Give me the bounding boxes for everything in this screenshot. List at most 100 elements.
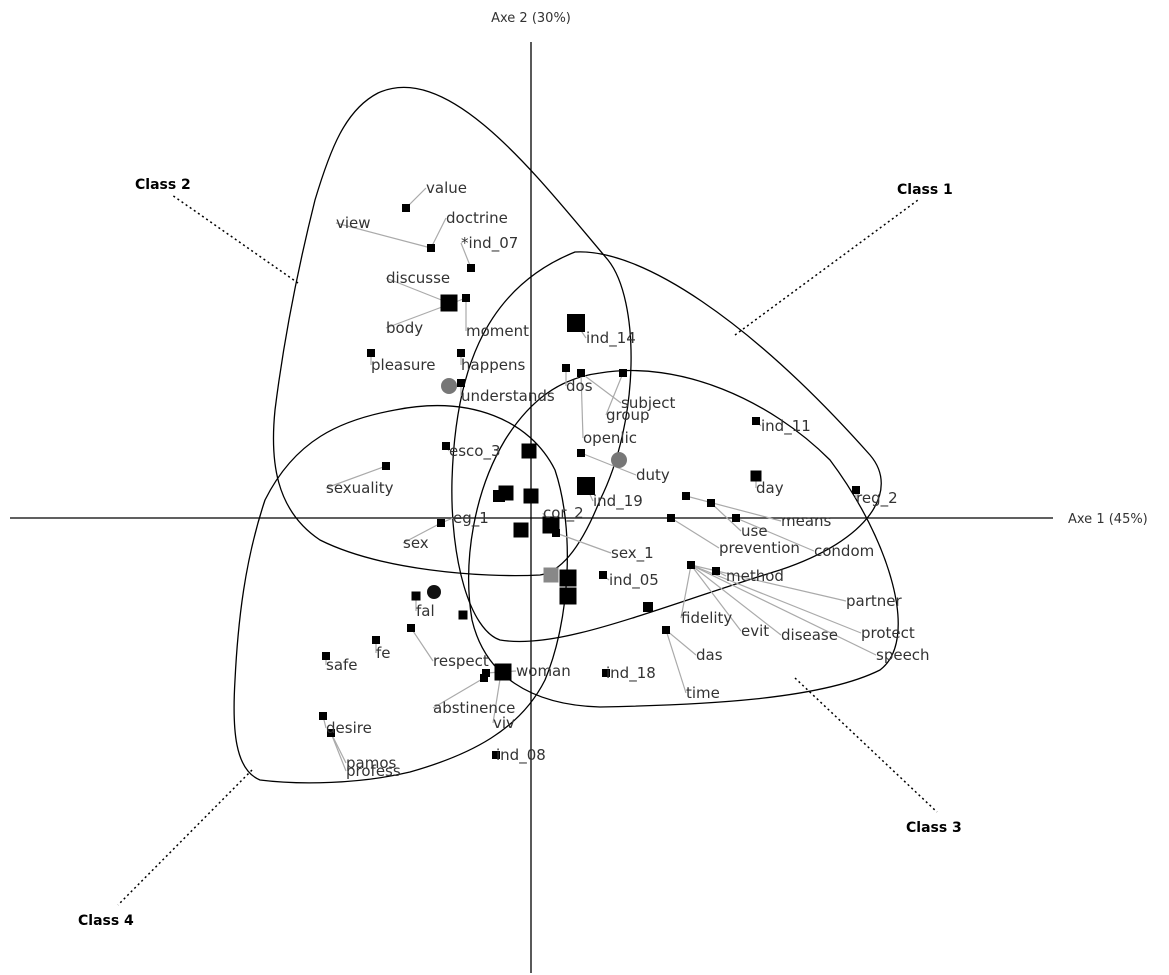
marker-method xyxy=(712,567,720,575)
class-2-label: Class 2 xyxy=(135,177,191,193)
marker-openlic xyxy=(577,369,585,377)
marker-ind-08 xyxy=(492,751,500,759)
label-subject: subject xyxy=(621,394,675,412)
label-eg-1: eg_1 xyxy=(453,509,489,528)
extra-marker-7 xyxy=(493,490,505,502)
leader-group xyxy=(605,372,624,416)
leader-protect xyxy=(690,564,862,634)
leader-sex xyxy=(402,522,442,544)
label-safe: safe xyxy=(326,656,358,674)
marker-esco-3 xyxy=(442,442,450,450)
label-understands: understands xyxy=(461,387,555,405)
leader-prevention xyxy=(670,517,720,549)
label-ind-19: ind_19 xyxy=(593,492,643,511)
label-woman: woman xyxy=(516,662,571,680)
marker-woman xyxy=(482,669,490,677)
extra-marker-13 xyxy=(458,610,468,620)
label-sex-1: sex_1 xyxy=(611,544,654,563)
centroid-marker-1 xyxy=(441,378,457,394)
leader-means xyxy=(685,495,782,522)
leader-abstinence xyxy=(432,677,485,709)
extra-marker-12 xyxy=(494,663,512,681)
marker-sex xyxy=(437,519,445,527)
extra-marker-1 xyxy=(567,314,585,332)
marker-ind-05 xyxy=(599,571,607,579)
extra-marker-17 xyxy=(407,624,415,632)
label-sexuality: sexuality xyxy=(326,479,394,497)
label-time: time xyxy=(686,684,720,702)
label-use: use xyxy=(741,522,768,540)
marker-condom xyxy=(732,514,740,522)
leader-discusse xyxy=(385,277,450,304)
centroid-marker-3 xyxy=(427,585,441,599)
label-view: view xyxy=(336,214,371,232)
leader-doctrine xyxy=(430,217,447,249)
leader-respect xyxy=(410,627,434,662)
extra-marker-5 xyxy=(523,488,539,504)
class-2-leader xyxy=(171,194,299,284)
leader-use xyxy=(710,502,742,532)
marker-profess xyxy=(327,729,335,737)
extra-marker-14 xyxy=(643,602,653,612)
class-4-leader xyxy=(117,769,253,906)
marker-use xyxy=(707,499,715,507)
y-axis-label: Axe 2 (30%) xyxy=(491,11,571,26)
label-ind-07: *ind_07 xyxy=(461,234,518,253)
class-3-leader xyxy=(794,677,938,813)
class-3-envelope xyxy=(468,369,899,708)
marker-reg-2 xyxy=(852,486,860,494)
label-reg-2: reg_2 xyxy=(856,489,898,508)
label-das: das xyxy=(696,646,723,664)
leader-disease xyxy=(690,564,782,636)
marker-group xyxy=(619,369,627,377)
extra-marker-4 xyxy=(577,477,595,495)
label-ind-18: ind_18 xyxy=(606,664,656,683)
marker-understands xyxy=(457,379,465,387)
marker-sexuality xyxy=(382,462,390,470)
leader-evit xyxy=(690,564,742,632)
marker-safe xyxy=(322,652,330,660)
label-pleasure: pleasure xyxy=(371,356,436,374)
label-evit: evit xyxy=(741,622,769,640)
label-fe: fe xyxy=(376,644,391,662)
centroid-markers xyxy=(427,378,627,599)
extra-marker-9 xyxy=(542,516,560,534)
leader-sex-1 xyxy=(555,532,612,554)
centroid-marker-2 xyxy=(611,452,627,468)
label-disease: disease xyxy=(781,626,838,644)
label-protect: protect xyxy=(861,624,915,642)
label-cor-2: cor_2 xyxy=(543,504,584,523)
label-day: day xyxy=(756,479,784,497)
label-viv: viv xyxy=(493,714,515,732)
label-value: value xyxy=(426,179,467,197)
leader-subject xyxy=(580,372,622,404)
label-doctrine: doctrine xyxy=(446,209,508,227)
class-1-label: Class 1 xyxy=(897,182,953,198)
marker-doctrine xyxy=(427,244,435,252)
marker-happens xyxy=(457,349,465,357)
label-duty: duty xyxy=(636,466,670,484)
leader-profess xyxy=(330,732,347,772)
label-esco-3: esco_3 xyxy=(449,442,501,461)
class-1-envelope xyxy=(451,251,882,643)
marker-ind-07 xyxy=(467,264,475,272)
marker-speech xyxy=(687,561,695,569)
leader-time xyxy=(665,629,687,694)
leader-condom xyxy=(735,517,815,552)
label-happens: happens xyxy=(461,356,525,374)
marker-ind-11 xyxy=(752,417,760,425)
label-ind-05: ind_05 xyxy=(609,571,659,590)
extra-marker-10 xyxy=(559,569,577,587)
marker-abstinence xyxy=(480,674,488,682)
class-4-envelope xyxy=(233,405,568,784)
word-labels: value view doctrine *ind_07 discusse body mome… xyxy=(326,179,930,780)
marker-duty xyxy=(577,449,585,457)
extra-marker-2 xyxy=(440,294,458,312)
label-dos: dos xyxy=(566,377,593,395)
label-openlic: openlic xyxy=(583,429,637,447)
label-body: body xyxy=(386,319,423,337)
label-profess: profess xyxy=(346,762,401,780)
label-fidelity: fidelity xyxy=(681,609,732,627)
label-prevention: prevention xyxy=(719,539,800,557)
